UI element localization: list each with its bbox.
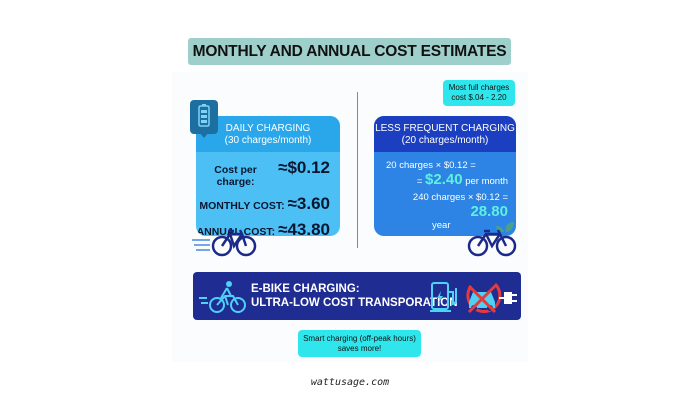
badge-line: cost $.04 - 2.20 <box>451 93 507 102</box>
banner-line: E-BIKE CHARGING: <box>251 283 360 295</box>
calc-line: = $2.40 per month <box>374 171 516 188</box>
calc-text: per month <box>462 176 508 187</box>
note-line: Smart charging (off-peak hours) <box>303 334 416 343</box>
card-header: LESS FREQUENT CHARGING (20 charges/month… <box>374 116 516 152</box>
row-value: ≈$0.12 <box>278 158 330 177</box>
calc-line: year <box>432 220 451 231</box>
card-title: DAILY CHARGING <box>225 123 311 134</box>
cyclist-icon <box>199 281 246 313</box>
row-label: Cost per charge: <box>214 164 257 188</box>
row-value: ≈3.60 <box>287 194 330 213</box>
no-car-icon <box>466 282 517 314</box>
cost-row: ANNUAL COST: ≈43.80 <box>196 220 340 236</box>
smart-charging-note: Smart charging (off-peak hours) saves mo… <box>298 330 421 357</box>
row-label: ANNUAL COST: <box>196 226 276 236</box>
divider <box>357 92 358 248</box>
footer-source: wattusage.com <box>310 377 390 388</box>
calc-text: 240 charges × $0.12 = <box>412 192 508 203</box>
monthly-value: $2.40 <box>425 171 463 188</box>
page-title: MONTHLY AND ANNUAL COST ESTIMATES <box>188 38 511 65</box>
daily-charging-card: DAILY CHARGING (30 charges/month) Cost p… <box>196 116 340 236</box>
battery-icon <box>190 100 218 138</box>
calc-line: 20 charges × $0.12 = <box>386 160 476 171</box>
eco-bicycle-icon <box>467 222 517 257</box>
banner-text: E-BIKE CHARGING: ULTRA-LOW COST TRANSPOR… <box>251 282 458 310</box>
annual-value: 28.80 <box>470 203 508 220</box>
badge-line: Most full charges <box>448 83 510 92</box>
cost-row: Cost per charge: ≈$0.12 <box>196 158 340 188</box>
calc-text: = <box>416 176 426 187</box>
card-header: DAILY CHARGING (30 charges/month) <box>196 116 340 152</box>
less-frequent-charging-card: LESS FREQUENT CHARGING (20 charges/month… <box>374 116 516 236</box>
banner-line: ULTRA-LOW COST TRANSPORATION <box>251 297 458 309</box>
ebike-banner: E-BIKE CHARGING: ULTRA-LOW COST TRANSPOR… <box>193 272 521 320</box>
cost-range-badge: Most full charges cost $.04 - 2.20 <box>443 80 515 106</box>
calc-line: 240 charges × $0.12 = 28.80 <box>374 192 516 220</box>
card-subtitle: (30 charges/month) <box>224 135 312 146</box>
card-title: LESS FREQUENT CHARGING <box>375 123 515 134</box>
card-subtitle: (20 charges/month) <box>401 135 489 146</box>
cost-row: MONTHLY COST: ≈3.60 <box>196 194 340 214</box>
bicycle-icon <box>192 229 257 257</box>
note-line: saves more! <box>337 344 382 353</box>
row-value: ≈43.80 <box>278 220 330 236</box>
charging-station-icon <box>430 282 457 312</box>
row-label: MONTHLY COST: <box>199 200 285 212</box>
